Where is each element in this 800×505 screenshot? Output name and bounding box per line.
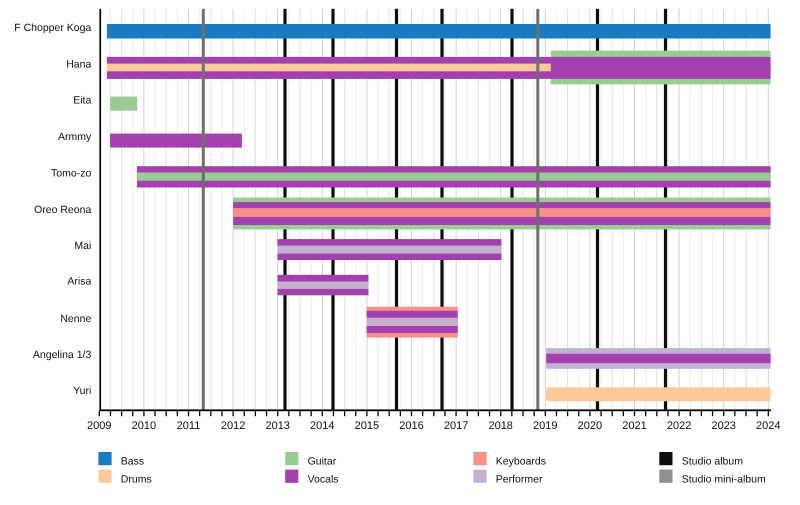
- svg-text:2010: 2010: [132, 420, 156, 432]
- svg-text:Tomo-zo: Tomo-zo: [51, 167, 91, 179]
- svg-text:Nenne: Nenne: [60, 313, 91, 325]
- svg-text:2020: 2020: [578, 420, 602, 432]
- svg-text:2011: 2011: [177, 420, 201, 432]
- svg-text:F Chopper Koga: F Chopper Koga: [14, 22, 91, 34]
- svg-text:Studio mini-album: Studio mini-album: [682, 473, 766, 485]
- svg-text:Performer: Performer: [496, 473, 543, 485]
- svg-text:Hana: Hana: [66, 58, 91, 70]
- svg-text:2017: 2017: [444, 420, 468, 432]
- svg-text:2021: 2021: [622, 420, 646, 432]
- svg-text:2015: 2015: [355, 420, 379, 432]
- svg-text:2016: 2016: [399, 420, 423, 432]
- svg-text:Yuri: Yuri: [73, 385, 91, 397]
- svg-text:Arisa: Arisa: [67, 276, 91, 288]
- svg-text:Keyboards: Keyboards: [496, 456, 546, 468]
- svg-text:Armmy: Armmy: [58, 131, 92, 143]
- svg-text:2019: 2019: [533, 420, 557, 432]
- svg-text:2009: 2009: [87, 420, 111, 432]
- svg-text:Bass: Bass: [121, 456, 144, 468]
- svg-text:Angelina 1/3: Angelina 1/3: [33, 349, 92, 361]
- svg-text:2022: 2022: [667, 420, 691, 432]
- svg-text:2013: 2013: [265, 420, 289, 432]
- svg-text:Drums: Drums: [121, 473, 152, 485]
- svg-text:2024: 2024: [756, 420, 780, 432]
- svg-text:Eita: Eita: [73, 94, 91, 106]
- svg-text:2018: 2018: [488, 420, 512, 432]
- svg-text:Mai: Mai: [74, 240, 91, 252]
- svg-text:Oreo Reona: Oreo Reona: [34, 204, 91, 216]
- svg-text:Studio album: Studio album: [682, 456, 744, 468]
- svg-text:2014: 2014: [310, 420, 334, 432]
- svg-text:2012: 2012: [221, 420, 245, 432]
- svg-text:Guitar: Guitar: [308, 456, 337, 468]
- svg-text:Vocals: Vocals: [308, 473, 339, 485]
- svg-text:2023: 2023: [711, 420, 735, 432]
